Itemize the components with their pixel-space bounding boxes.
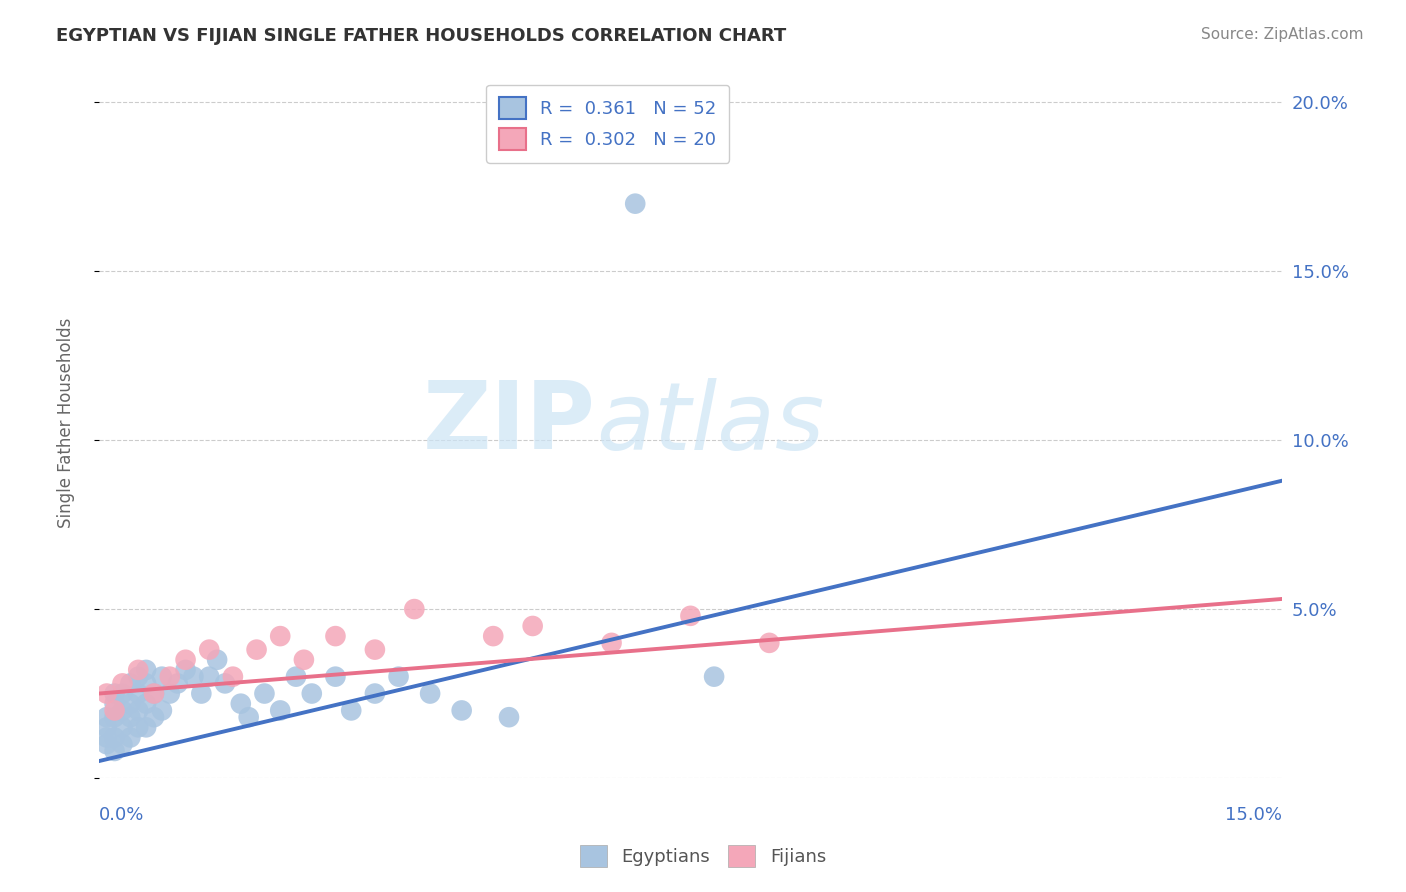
Point bbox=[522, 619, 544, 633]
Point bbox=[679, 608, 702, 623]
Point bbox=[301, 687, 323, 701]
Point bbox=[103, 710, 125, 724]
Point bbox=[143, 710, 166, 724]
Point bbox=[624, 196, 647, 211]
Point bbox=[111, 676, 134, 690]
Point bbox=[159, 687, 181, 701]
Point bbox=[111, 703, 134, 717]
Point bbox=[198, 642, 221, 657]
Point bbox=[292, 653, 315, 667]
Point bbox=[174, 663, 197, 677]
Point bbox=[96, 720, 118, 734]
Point bbox=[404, 602, 426, 616]
Point bbox=[111, 720, 134, 734]
Point bbox=[419, 687, 441, 701]
Point bbox=[450, 703, 472, 717]
Point bbox=[190, 687, 212, 701]
Point bbox=[703, 670, 725, 684]
Legend: Egyptians, Fijians: Egyptians, Fijians bbox=[572, 838, 834, 874]
Point bbox=[111, 737, 134, 751]
Point bbox=[135, 720, 157, 734]
Point bbox=[127, 703, 149, 717]
Point bbox=[269, 703, 291, 717]
Point bbox=[174, 653, 197, 667]
Point bbox=[120, 731, 142, 745]
Point bbox=[482, 629, 505, 643]
Text: 0.0%: 0.0% bbox=[98, 806, 145, 824]
Point bbox=[96, 710, 118, 724]
Legend: R =  0.361   N = 52, R =  0.302   N = 20: R = 0.361 N = 52, R = 0.302 N = 20 bbox=[486, 85, 730, 163]
Point bbox=[198, 670, 221, 684]
Point bbox=[183, 670, 205, 684]
Point bbox=[340, 703, 363, 717]
Text: EGYPTIAN VS FIJIAN SINGLE FATHER HOUSEHOLDS CORRELATION CHART: EGYPTIAN VS FIJIAN SINGLE FATHER HOUSEHO… bbox=[56, 27, 786, 45]
Point bbox=[120, 710, 142, 724]
Point bbox=[135, 697, 157, 711]
Point bbox=[120, 697, 142, 711]
Point bbox=[135, 663, 157, 677]
Point bbox=[387, 670, 409, 684]
Point bbox=[159, 670, 181, 684]
Point bbox=[127, 687, 149, 701]
Y-axis label: Single Father Households: Single Father Households bbox=[58, 318, 75, 528]
Point bbox=[758, 636, 780, 650]
Point bbox=[150, 703, 173, 717]
Point bbox=[143, 687, 166, 701]
Text: 15.0%: 15.0% bbox=[1225, 806, 1282, 824]
Point bbox=[103, 744, 125, 758]
Text: atlas: atlas bbox=[596, 378, 824, 469]
Point bbox=[96, 731, 118, 745]
Text: ZIP: ZIP bbox=[423, 377, 596, 469]
Point bbox=[150, 670, 173, 684]
Point bbox=[103, 731, 125, 745]
Point bbox=[135, 676, 157, 690]
Point bbox=[127, 663, 149, 677]
Point bbox=[325, 629, 347, 643]
Point bbox=[127, 670, 149, 684]
Point bbox=[364, 642, 387, 657]
Point bbox=[222, 670, 245, 684]
Point bbox=[96, 687, 118, 701]
Point bbox=[103, 687, 125, 701]
Point bbox=[238, 710, 260, 724]
Point bbox=[269, 629, 291, 643]
Point bbox=[498, 710, 520, 724]
Point bbox=[103, 697, 125, 711]
Point bbox=[120, 676, 142, 690]
Point bbox=[96, 737, 118, 751]
Point bbox=[253, 687, 276, 701]
Point bbox=[111, 687, 134, 701]
Point bbox=[166, 676, 188, 690]
Point bbox=[127, 720, 149, 734]
Point bbox=[600, 636, 623, 650]
Point bbox=[214, 676, 236, 690]
Point bbox=[325, 670, 347, 684]
Text: Source: ZipAtlas.com: Source: ZipAtlas.com bbox=[1201, 27, 1364, 42]
Point bbox=[285, 670, 308, 684]
Point bbox=[205, 653, 228, 667]
Point bbox=[364, 687, 387, 701]
Point bbox=[229, 697, 252, 711]
Point bbox=[245, 642, 267, 657]
Point bbox=[143, 687, 166, 701]
Point bbox=[103, 703, 125, 717]
